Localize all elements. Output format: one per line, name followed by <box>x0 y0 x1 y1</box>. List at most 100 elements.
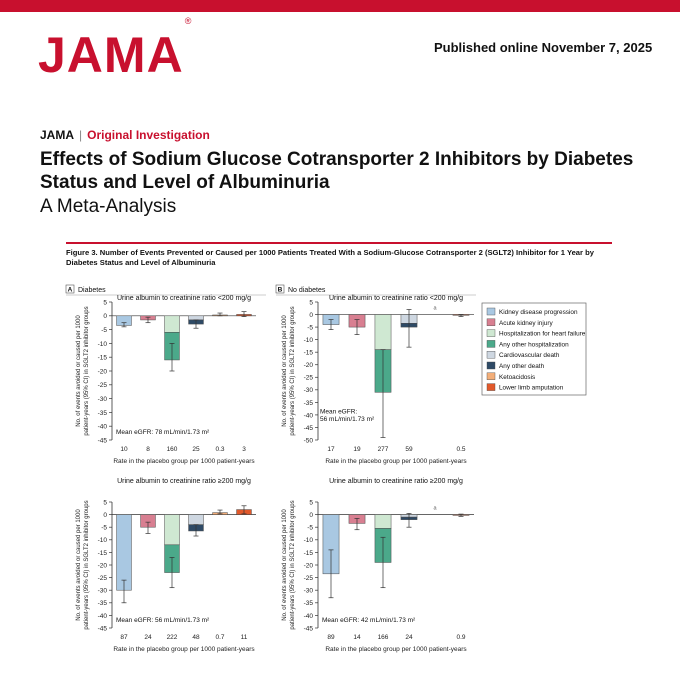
y-tick-label: -35 <box>98 410 108 417</box>
placebo-rate-label: 59 <box>405 446 413 453</box>
placebo-rate-label: 24 <box>144 634 152 641</box>
bar-hospitalization-for-heart-failure <box>374 514 392 529</box>
placebo-rate-label: 14 <box>353 634 361 641</box>
y-tick-label: -5 <box>307 525 313 532</box>
legend-swatch <box>486 307 496 316</box>
y-tick-label: -25 <box>98 382 108 389</box>
legend-label: Cardiovascular death <box>499 352 560 359</box>
bar-hospitalization-for-heart-failure <box>164 315 180 333</box>
y-tick-label: -25 <box>304 375 314 382</box>
article-section: Original Investigation <box>87 128 210 142</box>
article-subtitle: A Meta-Analysis <box>40 196 177 217</box>
y-axis-title: patient-years (95% CI) in SGLT2 inhibito… <box>84 500 90 629</box>
placebo-rate-label: 0.5 <box>456 446 465 453</box>
placebo-rate-label: 166 <box>378 634 389 641</box>
y-tick-label: -25 <box>304 575 314 582</box>
legend-label: Hospitalization for heart failure <box>499 331 586 338</box>
y-tick-label: -45 <box>98 437 108 444</box>
legend-swatch <box>486 383 496 391</box>
y-tick-label: -10 <box>304 337 314 344</box>
x-axis-title: Rate in the placebo group per 1000 patie… <box>325 458 467 465</box>
placebo-rate-label: 24 <box>405 634 413 641</box>
footnote-marker: a <box>433 306 437 312</box>
placebo-rate-label: 222 <box>167 634 178 641</box>
legend-box <box>481 302 587 396</box>
panel-tag: A <box>68 287 73 294</box>
panel-tag-box <box>65 284 75 294</box>
legend-swatch <box>486 372 496 380</box>
y-tick-label: 5 <box>103 299 107 306</box>
y-tick-label: 0 <box>309 312 313 319</box>
y-tick-label: 5 <box>309 299 313 306</box>
placebo-rate-label: 160 <box>167 446 178 453</box>
legend-label: Any other hospitalization <box>499 341 569 348</box>
legend-label: Ketoacidosis <box>499 374 535 381</box>
figure-caption: Figure 3. Number of Events Prevented or … <box>66 248 594 267</box>
placebo-rate-label: 11 <box>241 634 248 641</box>
y-tick-label: -50 <box>304 437 314 444</box>
bar-hospitalization-for-heart-failure <box>164 514 180 546</box>
placebo-rate-label: 0.9 <box>456 634 465 641</box>
legend-label: Any other death <box>499 363 545 370</box>
y-tick-label: -25 <box>98 575 108 582</box>
article-kicker: JAMA | Original Investigation <box>40 128 210 142</box>
y-tick-label: -45 <box>98 625 108 632</box>
placebo-rate-label: 19 <box>353 446 361 453</box>
legend-label: Acute kidney injury <box>499 320 553 327</box>
placebo-rate-label: 8 <box>146 446 150 453</box>
y-tick-label: -5 <box>101 327 107 334</box>
placebo-rate-label: 17 <box>327 446 335 453</box>
x-axis-title: Rate in the placebo group per 1000 patie… <box>325 646 467 653</box>
y-axis-title: patient-years (95% CI) in SGLT2 inhibito… <box>290 500 296 629</box>
legend-swatch <box>486 318 496 326</box>
y-tick-label: -45 <box>304 425 314 432</box>
y-tick-label: -10 <box>304 537 314 544</box>
bar-cardiovascular-death <box>188 315 204 321</box>
y-tick-label: -20 <box>98 562 108 569</box>
y-axis-title: No. of events avoided or caused per 1000 <box>282 315 288 427</box>
y-tick-label: -35 <box>304 600 314 607</box>
article-title: Effects of Sodium Glucose Cotransporter … <box>40 149 634 193</box>
mean-egfr-label: Mean eGFR: <box>320 409 357 416</box>
brand-top-bar <box>0 0 680 12</box>
placebo-rate-label: 87 <box>120 634 128 641</box>
placebo-rate-label: 3 <box>242 446 246 453</box>
y-tick-label: -10 <box>98 537 108 544</box>
x-axis-title: Rate in the placebo group per 1000 patie… <box>113 646 255 653</box>
y-tick-label: -5 <box>101 525 107 532</box>
y-tick-label: -20 <box>98 368 108 375</box>
y-tick-label: -5 <box>307 324 313 331</box>
panel-subtitle: Urine albumin to creatinine ratio ≥200 m… <box>117 478 251 485</box>
y-tick-label: 0 <box>309 512 313 519</box>
panel-subtitle: Urine albumin to creatinine ratio <200 m… <box>329 295 463 302</box>
figure-rule <box>66 242 612 244</box>
y-tick-label: -15 <box>98 355 108 362</box>
panel-subtitle: Urine albumin to creatinine ratio <200 m… <box>117 295 251 302</box>
x-axis-title: Rate in the placebo group per 1000 patie… <box>113 458 255 465</box>
legend-swatch <box>486 340 496 348</box>
panel-tag: B <box>278 287 283 294</box>
y-axis-title: No. of events avoided or caused per 1000 <box>76 509 82 621</box>
placebo-rate-label: 277 <box>378 446 389 453</box>
placebo-rate-label: 0.7 <box>215 634 224 641</box>
bar-kidney-disease-progression <box>116 514 132 591</box>
y-tick-label: -15 <box>304 550 314 557</box>
placebo-rate-label: 25 <box>192 446 200 453</box>
y-tick-label: 5 <box>103 499 107 506</box>
published-date: Published online November 7, 2025 <box>434 40 653 55</box>
y-tick-label: -40 <box>98 613 108 620</box>
placebo-rate-label: 10 <box>120 446 128 453</box>
y-tick-label: -40 <box>304 613 314 620</box>
y-axis-title: No. of events avoided or caused per 1000 <box>76 315 82 427</box>
y-tick-label: -30 <box>98 588 108 595</box>
y-tick-label: -35 <box>98 600 108 607</box>
y-tick-label: -15 <box>304 350 314 357</box>
y-tick-label: -20 <box>304 562 314 569</box>
legend-swatch <box>486 351 496 359</box>
footnote-marker: a <box>433 506 437 512</box>
legend-swatch <box>486 329 496 337</box>
mean-egfr-label: Mean eGFR: 42 mL/min/1.73 m² <box>322 617 416 624</box>
jama-logo: JAMA® <box>38 16 193 83</box>
y-tick-label: 0 <box>103 313 107 320</box>
